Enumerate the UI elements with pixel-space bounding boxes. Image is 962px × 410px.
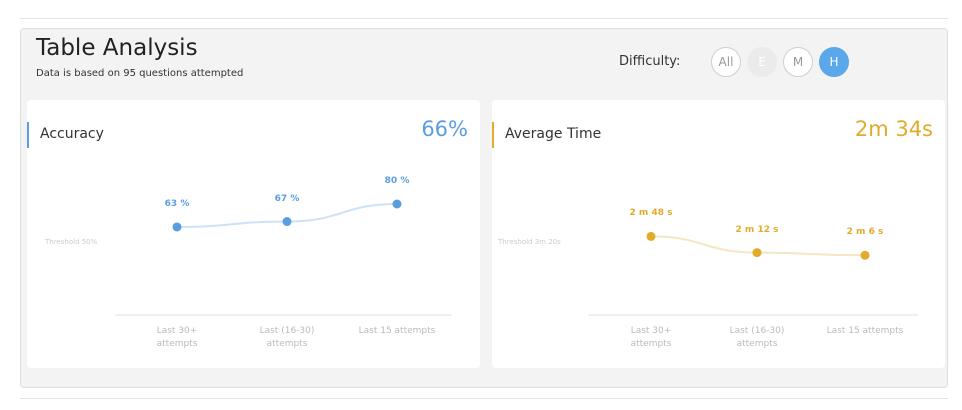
chart-title: Accuracy xyxy=(40,126,104,142)
value-label: 2 m 12 s xyxy=(735,224,779,235)
filter-label: Difficulty: xyxy=(619,54,681,69)
value-label: 63 % xyxy=(164,198,190,209)
filter-button[interactable]: E xyxy=(747,47,777,77)
threshold-label: Threshold 3m 20s xyxy=(498,238,561,246)
x-tick-label: Last (16-30) attempts xyxy=(729,326,785,349)
value-label: 67 % xyxy=(274,193,300,204)
filter-button[interactable]: H xyxy=(819,47,849,77)
x-tick-label: Last 30+ attempts xyxy=(156,326,198,349)
value-label: 2 m 6 s xyxy=(846,227,884,238)
chart-panel: Average Time 2m 34s Threshold 3m 20s 2 m 48… xyxy=(492,100,945,368)
accent-bar xyxy=(27,122,29,148)
chart-summary: 2m 34s xyxy=(854,117,933,141)
point xyxy=(392,199,402,209)
chart-title: Average Time xyxy=(505,126,602,142)
point xyxy=(752,248,762,258)
x-tick-label: Last 30+ attempts xyxy=(630,326,672,349)
chart-panel: Accuracy 66% Threshold 50% 63 % Last 30+ att… xyxy=(27,100,480,368)
value-label: 80 % xyxy=(384,176,410,186)
point xyxy=(860,250,870,260)
card-title: Table Analysis xyxy=(36,35,198,61)
chart xyxy=(115,199,452,316)
threshold-label: Threshold 50% xyxy=(45,238,98,246)
value-label: 2 m 48 s xyxy=(629,208,673,219)
chart xyxy=(588,231,918,316)
x-tick-label: Last (16-30) attempts xyxy=(259,326,315,349)
divider xyxy=(20,398,948,399)
filter-button[interactable]: M xyxy=(783,47,813,77)
x-tick-label: Last 15 attempts xyxy=(358,326,436,336)
point xyxy=(282,217,292,227)
accent-bar xyxy=(492,122,494,148)
point xyxy=(646,231,656,241)
divider xyxy=(20,18,948,19)
filter-group: All E M H xyxy=(711,47,849,77)
filter-button[interactable]: All xyxy=(711,47,741,77)
card-subtitle: Data is based on 95 questions attempted xyxy=(36,68,244,79)
point xyxy=(172,222,182,232)
x-tick-label: Last 15 attempts xyxy=(826,326,904,336)
chart-summary: 66% xyxy=(421,117,468,141)
